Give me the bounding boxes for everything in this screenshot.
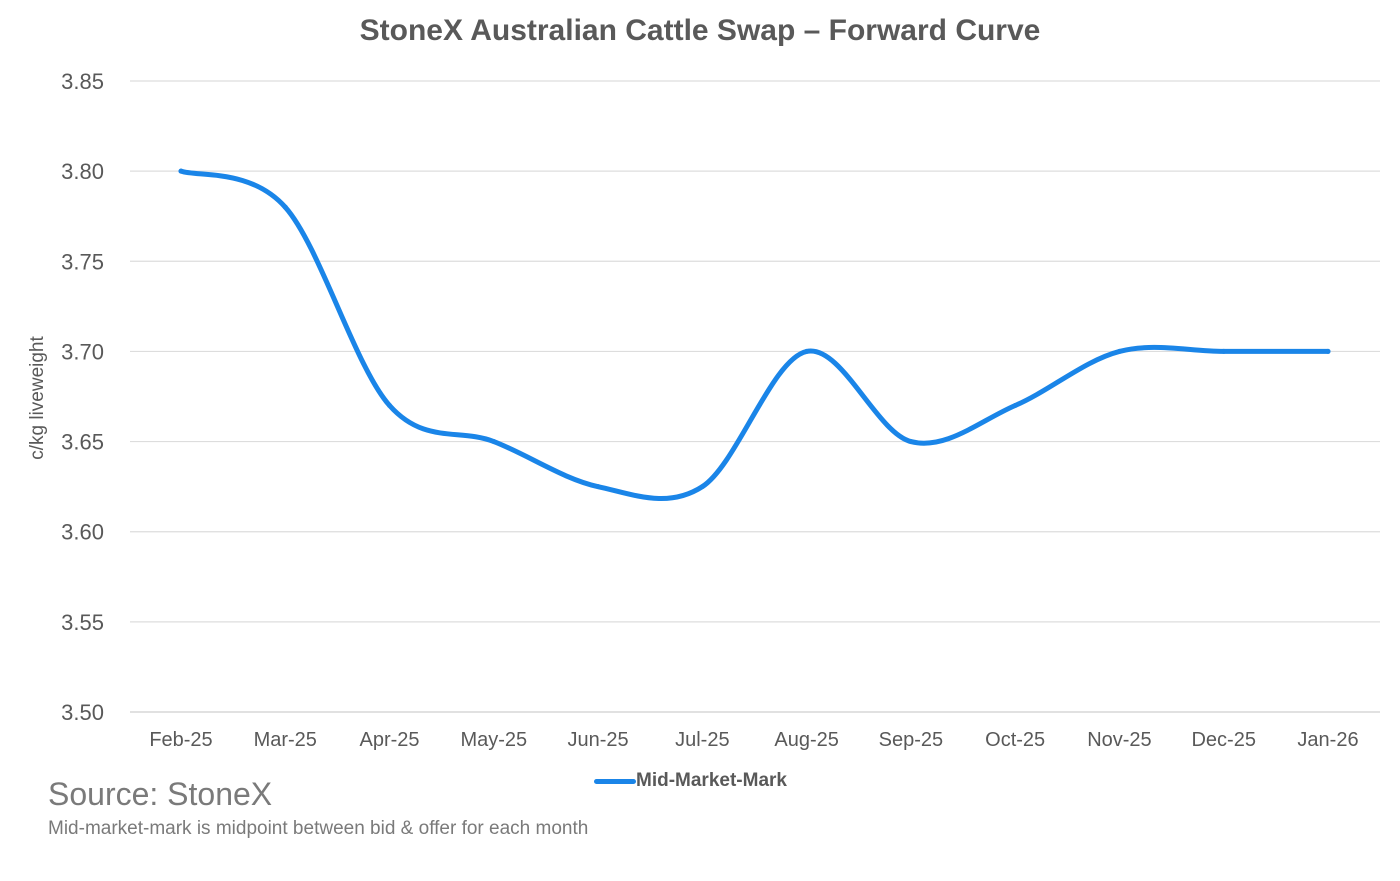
data-point bbox=[178, 168, 184, 174]
x-tick-label: Sep-25 bbox=[879, 729, 944, 751]
y-tick-label: 3.75 bbox=[61, 249, 104, 274]
data-point bbox=[1325, 348, 1331, 354]
data-point bbox=[595, 484, 601, 490]
y-tick-label: 3.60 bbox=[61, 520, 104, 545]
y-tick-label: 3.55 bbox=[61, 610, 104, 635]
x-tick-label: Mar-25 bbox=[254, 729, 317, 751]
x-tick-label: Jun-25 bbox=[568, 729, 629, 751]
data-point bbox=[1221, 348, 1227, 354]
x-tick-label: Jan-26 bbox=[1297, 729, 1358, 751]
y-tick-label: 3.70 bbox=[61, 339, 104, 364]
x-tick-label: Oct-25 bbox=[985, 729, 1045, 751]
footnote-text: Mid-market-mark is midpoint between bid … bbox=[48, 818, 589, 839]
legend-label: Mid-Market-Mark bbox=[636, 770, 787, 791]
source-text: Source: StoneX bbox=[48, 776, 273, 812]
series-line-mid-market-mark bbox=[178, 168, 1331, 501]
y-tick-label: 3.50 bbox=[61, 700, 104, 725]
x-axis-ticks: Feb-25 Mar-25 Apr-25 May-25 Jun-25 Jul-25 Aug-… bbox=[149, 729, 1358, 751]
y-tick-label: 3.65 bbox=[61, 430, 104, 455]
data-point bbox=[491, 439, 497, 445]
x-tick-label: Feb-25 bbox=[149, 729, 212, 751]
x-tick-label: Nov-25 bbox=[1087, 729, 1151, 751]
data-point bbox=[1012, 403, 1018, 409]
data-point bbox=[699, 484, 705, 490]
x-tick-label: Aug-25 bbox=[774, 729, 839, 751]
data-point bbox=[1116, 348, 1122, 354]
data-point bbox=[282, 204, 288, 210]
series-layer bbox=[178, 168, 1331, 501]
chart-title: StoneX Australian Cattle Swap – Forward … bbox=[359, 14, 1041, 47]
data-point bbox=[387, 403, 393, 409]
x-tick-label: May-25 bbox=[460, 729, 527, 751]
data-point bbox=[908, 439, 914, 445]
x-tick-label: Apr-25 bbox=[360, 729, 420, 751]
data-point bbox=[804, 348, 810, 354]
x-tick-label: Dec-25 bbox=[1191, 729, 1255, 751]
legend-swatch bbox=[594, 778, 636, 784]
y-tick-label: 3.85 bbox=[61, 69, 104, 94]
y-tick-label: 3.80 bbox=[61, 159, 104, 184]
x-tick-label: Jul-25 bbox=[675, 729, 729, 751]
legend: Mid-Market-Mark bbox=[594, 770, 787, 792]
gridlines bbox=[130, 80, 1380, 713]
y-axis-ticks: 3.50 3.55 3.60 3.65 3.70 3.75 3.80 3.85 bbox=[61, 69, 104, 725]
